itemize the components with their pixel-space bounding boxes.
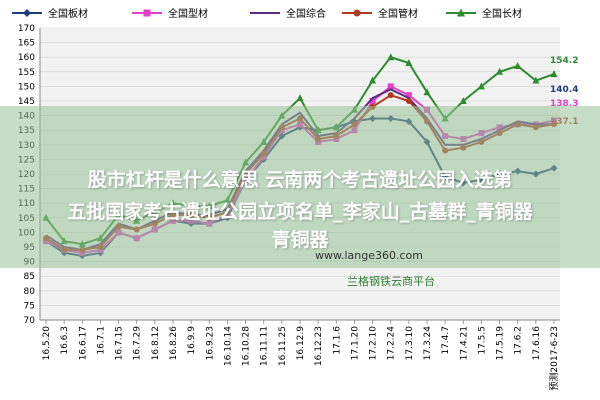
overlay-title-line-2: 五批国家考古遗址公园立项名单_李家山_古墓群_青铜器 (67, 201, 533, 223)
legend-entry-5: 全国长材 (446, 7, 522, 20)
watermark-url: www.lange360.com (315, 249, 423, 262)
y-tick-label: 80 (24, 287, 36, 297)
legend-label: 全国管材 (378, 7, 418, 20)
title-overlay-band (0, 106, 600, 268)
legend-marker (143, 9, 151, 17)
legend-label: 全国板材 (48, 7, 88, 20)
x-tick-label: 16.10.28 (242, 326, 252, 366)
data-point (514, 61, 522, 69)
overlay-title-line-3: 青铜器 (271, 229, 329, 251)
x-tick-label: 16.5.20 (42, 326, 52, 361)
end-label: 138.3 (550, 99, 578, 109)
data-point (369, 76, 377, 84)
x-tick-label: 16.8.12 (151, 326, 161, 360)
legend-label: 全国综合 (286, 7, 326, 20)
x-tick-label: 16.7.15 (115, 326, 125, 360)
x-tick-label: 17.5.19 (496, 326, 506, 361)
legend-marker (23, 9, 31, 17)
data-point (405, 98, 412, 104)
y-tick-label: 150 (18, 82, 35, 92)
x-tick-label: 16.11.25 (278, 326, 288, 366)
x-tick-label: 16.11.11 (260, 326, 270, 366)
x-tick-label: 16.6.3 (60, 326, 70, 355)
end-label: 154.2 (550, 56, 578, 66)
x-tick-label: 16.8.26 (169, 326, 179, 361)
data-point (477, 82, 485, 90)
x-tick-label: 16.12.9 (296, 326, 306, 361)
end-label: 140.4 (550, 85, 578, 95)
data-point (296, 94, 304, 102)
y-tick-label: 75 (24, 301, 35, 311)
x-tick-label: 17.2.10 (369, 326, 379, 361)
data-point (532, 76, 540, 84)
legend-label: 全国长材 (482, 7, 522, 20)
y-tick-label: 160 (18, 53, 35, 63)
data-point (369, 98, 376, 104)
data-point (423, 88, 431, 96)
legend-marker (457, 8, 465, 17)
y-tick-label: 155 (18, 68, 35, 78)
x-tick-label: 16.12.23 (314, 326, 324, 366)
data-point (550, 70, 558, 78)
x-tick-label: 17.2.24 (387, 326, 397, 361)
data-point (387, 92, 394, 99)
legend-marker (353, 9, 361, 17)
data-point (496, 67, 504, 75)
x-tick-label: 17.1.6 (332, 326, 342, 355)
x-tick-label: 17.4.21 (459, 326, 469, 360)
x-tick-labels: 16.5.20 16.6.3 16.6.17 16.7.1 16.7.15 16.7.29… (42, 320, 560, 391)
overlay-title-line-1: 股市杠杆是什么意思 云南两个考古遗址公园入选第 (87, 169, 513, 191)
data-point (387, 83, 394, 90)
x-tick-label: 16.7.1 (96, 326, 106, 355)
legend-entry-3: 全国综合 (250, 7, 326, 20)
data-point (405, 92, 412, 99)
data-point (387, 53, 395, 61)
y-tick-label: 145 (18, 97, 35, 107)
x-tick-label: 16.10.14 (223, 326, 233, 366)
y-tick-label: 165 (18, 39, 35, 49)
x-tick-label: 16.9.9 (187, 326, 197, 355)
legend-entry-2: 全国型材 (132, 7, 208, 20)
x-tick-label: 预测2017-6-23 (549, 326, 560, 391)
y-tick-label: 85 (24, 272, 35, 282)
y-tick-label: 70 (24, 316, 36, 326)
x-tick-label: 17.1.20 (350, 326, 360, 361)
x-tick-label: 17.6.16 (532, 326, 542, 361)
x-tick-label: 17.3.24 (423, 326, 433, 361)
x-tick-label: 17.6.2 (514, 326, 524, 355)
x-tick-label: 17.5.5 (477, 326, 487, 355)
legend-entry-1: 全国板材 (12, 7, 88, 20)
legend-label: 全国型材 (168, 7, 208, 20)
watermark-brand: 兰格钢铁云商平台 (347, 275, 435, 288)
x-tick-label: 16.6.17 (78, 326, 88, 360)
x-tick-label: 17.3.10 (405, 326, 415, 361)
legend-entry-4: 全国管材 (342, 7, 418, 20)
x-tick-label: 17.4.7 (441, 326, 451, 355)
x-tick-label: 16.9.23 (205, 326, 215, 360)
data-point (405, 59, 413, 67)
legend: 全国板材 全国型材 全国综合 全国管材 全国长材 (12, 7, 522, 20)
data-point (459, 97, 467, 104)
x-tick-label: 16.7.29 (133, 326, 143, 361)
y-tick-label: 170 (18, 24, 35, 34)
